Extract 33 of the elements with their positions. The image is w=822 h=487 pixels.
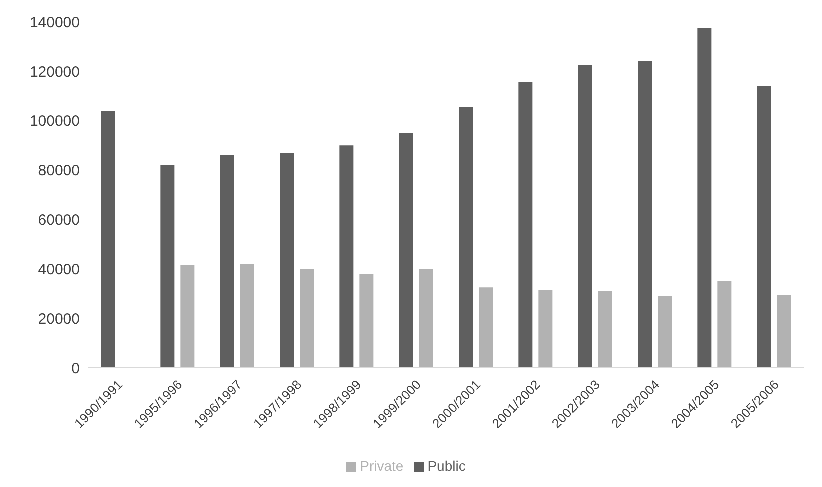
y-tick-label: 0 bbox=[72, 360, 80, 378]
bar bbox=[518, 82, 533, 368]
bar bbox=[240, 264, 254, 368]
y-tick-label: 100000 bbox=[30, 113, 80, 130]
bar bbox=[220, 155, 234, 368]
y-tick-label: 40000 bbox=[38, 261, 80, 278]
bar bbox=[538, 290, 553, 368]
y-tick-label: 140000 bbox=[30, 14, 80, 32]
bar bbox=[718, 282, 732, 368]
bar bbox=[180, 265, 195, 368]
y-tick-label: 60000 bbox=[38, 212, 80, 230]
bar bbox=[280, 152, 294, 368]
bar bbox=[340, 146, 354, 368]
bar bbox=[578, 65, 592, 368]
bar bbox=[160, 165, 175, 368]
y-tick-label: 20000 bbox=[38, 310, 80, 328]
y-tick-label: 80000 bbox=[38, 162, 80, 180]
bar bbox=[479, 288, 493, 368]
bar bbox=[101, 110, 115, 368]
legend-label: Private bbox=[360, 458, 404, 474]
bar bbox=[300, 269, 314, 368]
bar bbox=[658, 296, 672, 368]
bar bbox=[698, 28, 712, 368]
bar bbox=[459, 107, 473, 368]
bar bbox=[777, 295, 792, 368]
bar bbox=[360, 274, 374, 368]
bar bbox=[757, 86, 772, 368]
bar bbox=[638, 62, 652, 368]
bar bbox=[399, 133, 414, 368]
y-tick-label: 120000 bbox=[30, 64, 80, 81]
bar bbox=[419, 269, 434, 368]
bar bbox=[598, 291, 612, 368]
legend-label: Public bbox=[428, 458, 466, 474]
